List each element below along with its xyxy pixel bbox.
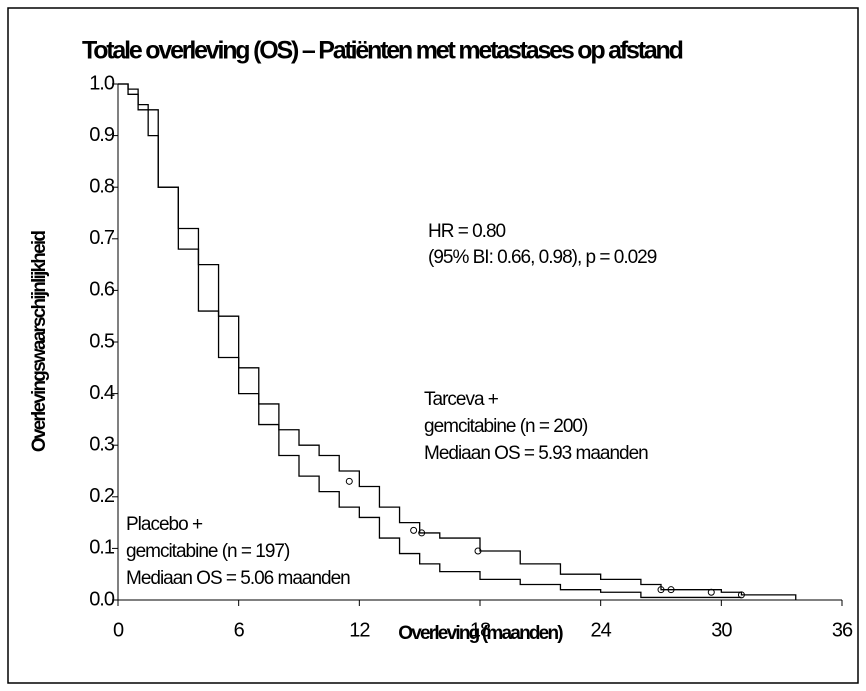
y-axis-label: Overlevingswaarschijnlijkheid	[29, 231, 50, 452]
survival-curve	[118, 83, 742, 599]
y-tick-label: 0.0	[89, 588, 115, 610]
annotation: gemcitabine (n = 197)	[126, 541, 290, 562]
y-tick-label: 0.5	[89, 330, 115, 352]
annotation: (95% BI: 0.66, 0.98), p = 0.029	[428, 247, 657, 268]
censor-mark	[418, 529, 426, 537]
y-tick-label: 0.2	[89, 485, 115, 507]
x-tick-label: 6	[234, 619, 245, 641]
annotation: gemcitabine (n = 200)	[424, 416, 588, 437]
annotation: Tarceva +	[424, 389, 499, 410]
y-tick-label: 0.7	[89, 227, 115, 249]
censor-mark	[707, 588, 715, 596]
y-tick-label: 1.0	[89, 72, 115, 94]
x-tick-label: 12	[349, 619, 370, 641]
y-tick-label: 0.6	[89, 279, 115, 301]
censor-mark	[410, 526, 418, 534]
annotation: Placebo +	[126, 514, 203, 535]
annotation: HR = 0.80	[428, 221, 506, 242]
x-tick-label: 0	[113, 619, 124, 641]
censor-mark	[474, 547, 482, 555]
x-axis-label: Overleving (maanden)	[398, 623, 563, 644]
annotation: Mediaan OS = 5.06 maanden	[126, 568, 350, 589]
censor-mark	[345, 477, 353, 485]
x-tick-label: 18	[470, 619, 491, 641]
y-tick-label: 0.3	[89, 433, 115, 455]
x-tick-label: 24	[591, 619, 612, 641]
y-tick-label: 0.9	[89, 124, 115, 146]
y-tick-label: 0.4	[89, 382, 115, 404]
y-tick-label: 0.8	[89, 175, 115, 197]
x-tick-label: 36	[832, 619, 853, 641]
x-tick-label: 30	[711, 619, 732, 641]
censor-mark	[667, 586, 675, 594]
censor-mark	[657, 586, 665, 594]
y-tick-label: 0.1	[89, 537, 115, 559]
chart-title: Totale overleving (OS) – Patiënten met m…	[82, 37, 683, 65]
annotation: Mediaan OS = 5.93 maanden	[424, 443, 648, 464]
frame	[7, 7, 859, 684]
survival-curve	[118, 83, 797, 600]
